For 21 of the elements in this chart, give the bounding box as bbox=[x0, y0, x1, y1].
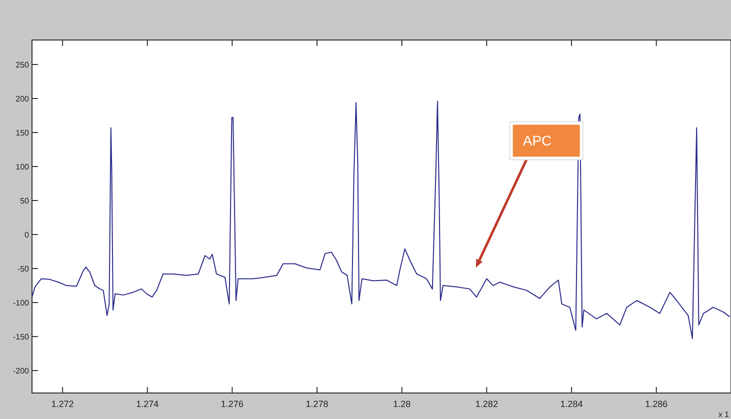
y-tick-label: 50 bbox=[20, 196, 30, 206]
x-tick-label: 1.272 bbox=[51, 399, 74, 409]
y-tick-label: 150 bbox=[16, 128, 30, 138]
x-tick-label: 1.28 bbox=[393, 399, 411, 409]
annotation: APC bbox=[522, 132, 552, 149]
x-tick-label: 1.278 bbox=[306, 399, 328, 409]
text: x 1 bbox=[718, 410, 730, 419]
x-tick-label: 1.284 bbox=[560, 399, 583, 409]
y-tick-label: -200 bbox=[12, 366, 30, 376]
x-tick-label: 1.274 bbox=[136, 399, 159, 409]
x-tick-label: 1.286 bbox=[645, 399, 668, 409]
y-tick-label: 200 bbox=[16, 94, 30, 104]
y-tick-label: 100 bbox=[16, 162, 30, 172]
line-series bbox=[32, 100, 730, 340]
x-tick-label: 1.282 bbox=[475, 399, 498, 409]
y-tick-label: 250 bbox=[16, 60, 30, 70]
y-tick-label: -150 bbox=[12, 332, 30, 342]
x-tick-label: 1.276 bbox=[220, 399, 244, 409]
y-tick-label: 0 bbox=[24, 230, 30, 240]
y-tick-label: -50 bbox=[17, 264, 30, 274]
y-tick-label: -100 bbox=[12, 298, 30, 308]
